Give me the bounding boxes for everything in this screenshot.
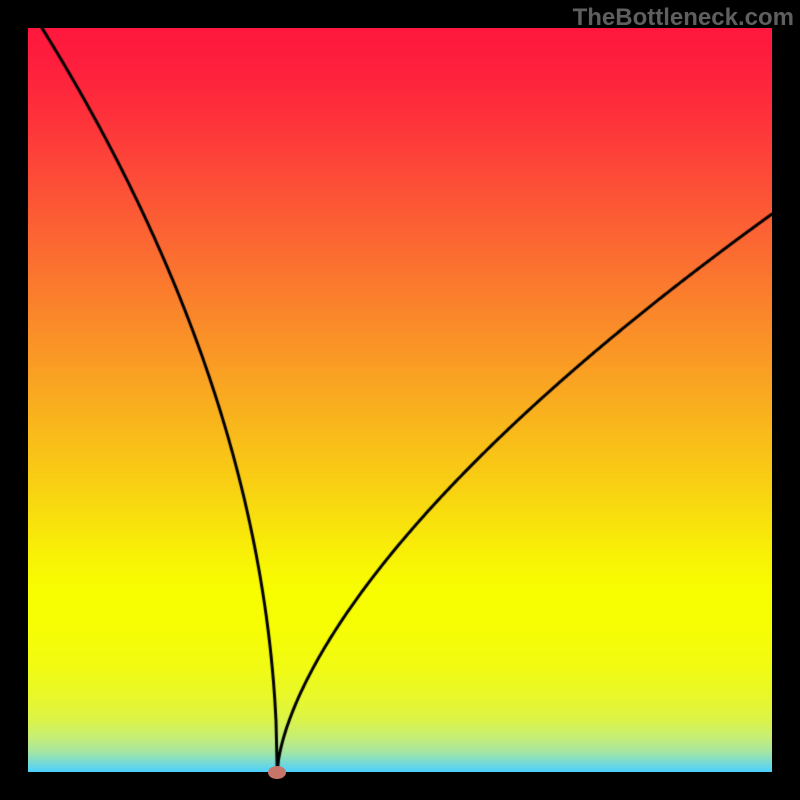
optimal-point-marker <box>268 766 286 779</box>
plot-area <box>28 28 772 772</box>
chart-container: TheBottleneck.com <box>0 0 800 800</box>
bottleneck-curve <box>28 28 772 772</box>
attribution-text: TheBottleneck.com <box>573 4 794 32</box>
